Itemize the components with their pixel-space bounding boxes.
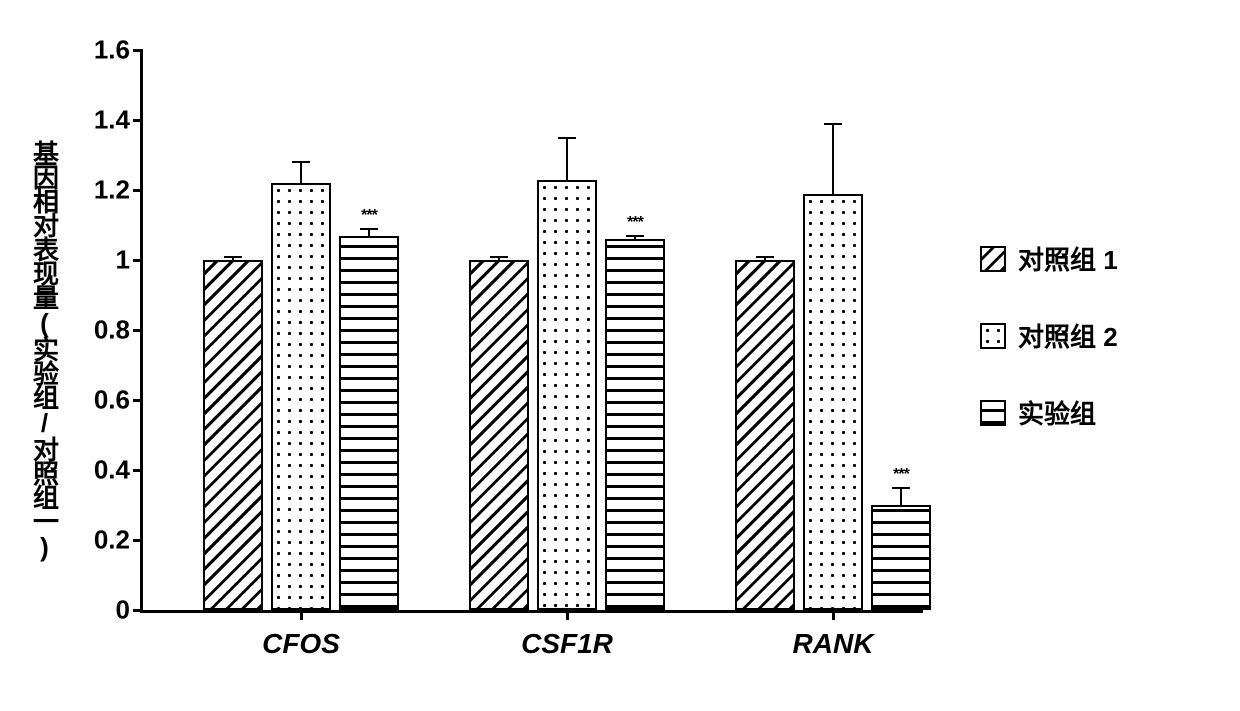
bar [803,194,863,611]
y-tick-mark [133,49,143,52]
error-cap [360,228,378,230]
x-tick-mark [300,610,303,620]
x-tick-mark [566,610,569,620]
y-tick-label: 0 [80,595,130,626]
bar [537,180,597,611]
x-category-label: CSF1R [521,628,613,660]
error-bar [900,488,902,506]
y-tick-label: 1.6 [80,35,130,66]
error-bar [300,162,302,183]
error-bar [368,229,370,236]
error-cap [558,137,576,139]
y-tick-mark [133,259,143,262]
legend-swatch [980,246,1006,272]
chart-container: 基因相对表现量(实验组/对照组一) CFOS***CSF1R***RANK***… [20,20,1240,691]
bar [339,236,399,611]
error-bar [566,138,568,180]
y-tick-label: 1.2 [80,175,130,206]
error-cap [892,487,910,489]
error-cap [292,161,310,163]
y-tick-mark [133,189,143,192]
legend-label: 对照组 2 [1018,317,1118,354]
y-tick-label: 1 [80,245,130,276]
legend: 对照组 1 对照组 2 实验组 [980,240,1118,471]
error-cap [756,256,774,258]
y-tick-mark [133,609,143,612]
y-tick-mark [133,329,143,332]
error-cap [490,256,508,258]
plot-area: CFOS***CSF1R***RANK*** [140,50,923,613]
bar [871,505,931,610]
y-tick-mark [133,539,143,542]
significance-label: *** [361,207,377,225]
legend-label: 对照组 1 [1018,240,1118,277]
x-category-label: CFOS [262,628,340,660]
x-category-label: RANK [793,628,874,660]
legend-swatch [980,323,1006,349]
error-cap [824,123,842,125]
significance-label: *** [893,466,909,484]
bar [605,239,665,610]
bar [203,260,263,610]
y-tick-mark [133,119,143,122]
legend-item: 对照组 1 [980,240,1118,277]
y-tick-label: 0.8 [80,315,130,346]
y-tick-label: 0.6 [80,385,130,416]
legend-item: 对照组 2 [980,317,1118,354]
legend-swatch [980,400,1006,426]
y-tick-label: 0.4 [80,455,130,486]
y-tick-label: 0.2 [80,525,130,556]
bar [271,183,331,610]
bar [735,260,795,610]
y-tick-mark [133,399,143,402]
error-cap [224,256,242,258]
y-tick-mark [133,469,143,472]
error-bar [832,124,834,194]
legend-label: 实验组 [1018,394,1096,431]
bar [469,260,529,610]
legend-item: 实验组 [980,394,1118,431]
x-tick-mark [832,610,835,620]
y-axis-label: 基因相对表现量(实验组/对照组一) [30,70,60,630]
y-tick-label: 1.4 [80,105,130,136]
significance-label: *** [627,214,643,232]
error-cap [626,235,644,237]
